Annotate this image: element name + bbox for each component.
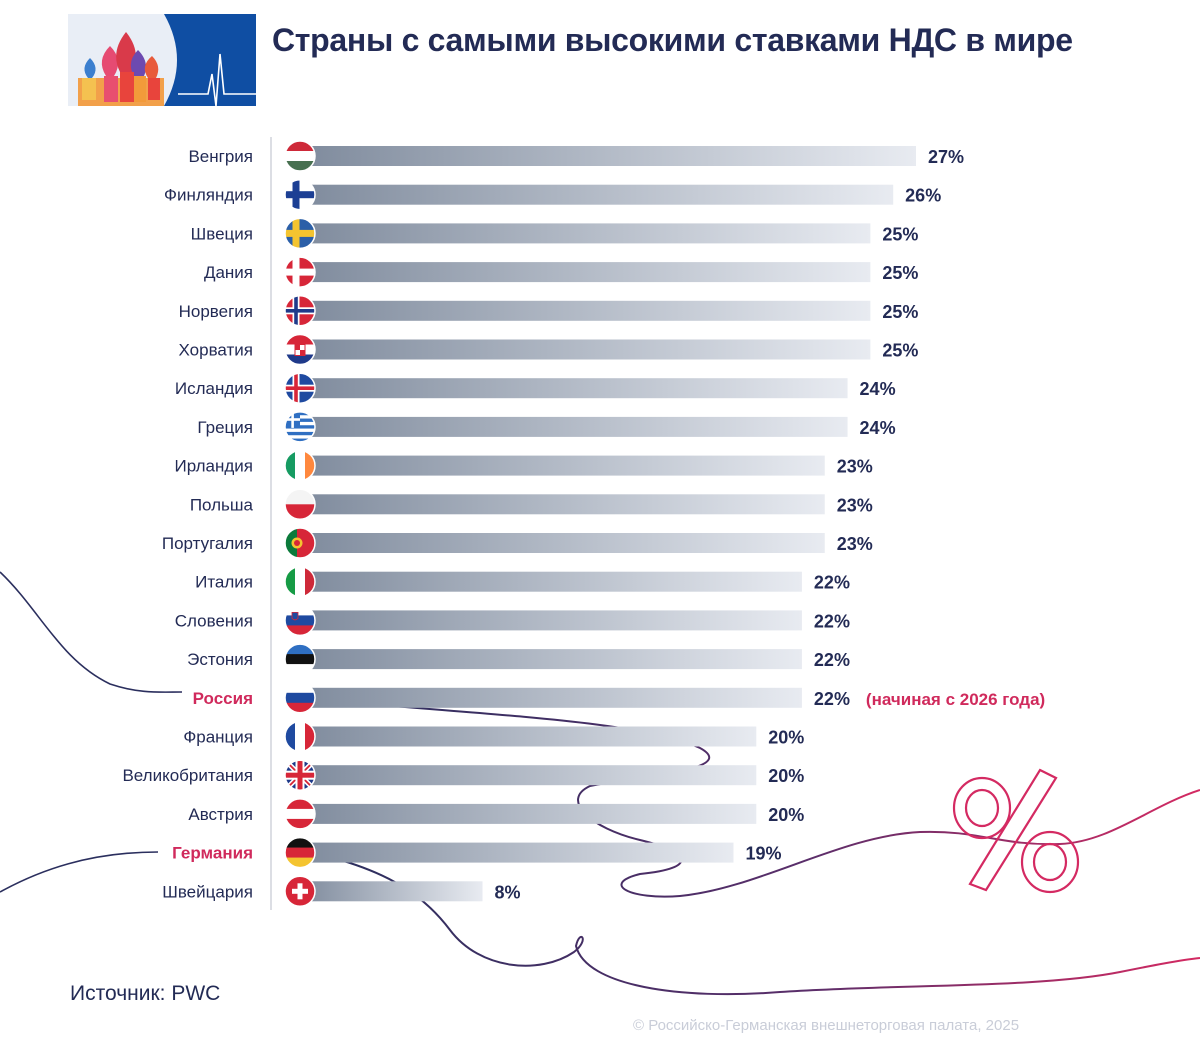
switzerland-flag-icon <box>285 876 315 907</box>
bar <box>300 300 871 321</box>
finland-flag-icon <box>285 179 315 210</box>
category-label: Россия <box>193 689 253 708</box>
annotation-label: (начиная с 2026 года) <box>866 690 1045 709</box>
bar <box>300 184 894 205</box>
hungary-flag-icon <box>285 141 315 171</box>
value-label: 24% <box>860 418 896 438</box>
value-label: 23% <box>837 495 873 515</box>
category-label: Норвегия <box>179 302 253 321</box>
bar <box>300 455 825 476</box>
austria-flag-icon <box>285 798 315 829</box>
bar <box>300 378 848 399</box>
bar <box>300 765 757 786</box>
category-label: Франция <box>183 728 253 747</box>
croatia-flag-icon <box>285 334 315 365</box>
value-label: 25% <box>882 263 918 283</box>
page-title: Страны с самыми высокими ставками НДС в … <box>272 22 1073 58</box>
category-label: Италия <box>195 573 253 592</box>
category-label: Швейцария <box>162 882 253 901</box>
value-label: 23% <box>837 534 873 554</box>
slovenia-flag-icon <box>285 605 315 636</box>
value-label: 22% <box>814 689 850 709</box>
bar <box>300 339 871 360</box>
category-label: Австрия <box>188 805 253 824</box>
category-label: Великобритания <box>122 766 253 785</box>
denmark-flag-icon <box>285 257 315 288</box>
sweden-flag-icon <box>285 218 315 249</box>
copyright-note: © Российско-Германская внешнеторговая па… <box>633 1017 1020 1034</box>
category-label: Венгрия <box>188 147 253 166</box>
france-flag-icon <box>285 721 315 752</box>
value-label: 24% <box>860 379 896 399</box>
category-label: Греция <box>197 418 253 437</box>
bar <box>300 223 871 244</box>
bar <box>300 726 757 747</box>
bar <box>300 610 802 631</box>
russia-flag-icon <box>285 682 315 713</box>
italy-flag-icon <box>285 566 315 597</box>
category-label: Дания <box>204 263 253 282</box>
category-label: Словения <box>175 611 253 630</box>
germany-flag-icon <box>285 837 315 868</box>
bar <box>300 571 802 592</box>
value-label: 22% <box>814 650 850 670</box>
category-label: Эстония <box>187 650 253 669</box>
value-label: 22% <box>814 611 850 631</box>
bar <box>300 842 734 863</box>
value-label: 25% <box>882 302 918 322</box>
norway-flag-icon <box>285 295 315 326</box>
value-label: 23% <box>837 457 873 477</box>
value-label: 20% <box>768 728 804 748</box>
value-label: 25% <box>882 341 918 361</box>
value-label: 22% <box>814 573 850 593</box>
ireland-flag-icon <box>285 450 315 481</box>
value-label: 19% <box>745 844 781 864</box>
category-label: Финляндия <box>164 186 253 205</box>
category-label: Португалия <box>162 534 253 553</box>
value-label: 8% <box>495 882 521 902</box>
value-label: 20% <box>768 766 804 786</box>
source-note: Источник: PWC <box>70 982 221 1005</box>
iceland-flag-icon <box>285 373 315 404</box>
category-label: Хорватия <box>179 341 253 360</box>
value-label: 20% <box>768 805 804 825</box>
category-label: Польша <box>190 495 254 514</box>
greece-flag-icon <box>285 411 315 442</box>
value-label: 26% <box>905 186 941 206</box>
poland-flag-icon <box>285 489 315 520</box>
bar <box>300 649 802 670</box>
value-label: 27% <box>928 147 964 167</box>
category-label: Ирландия <box>175 457 253 476</box>
bar <box>300 416 848 437</box>
value-label: 25% <box>882 224 918 244</box>
category-label: Швеция <box>191 224 253 243</box>
bar <box>300 533 825 553</box>
portugal-flag-icon <box>285 528 315 558</box>
category-label: Исландия <box>175 379 253 398</box>
chamber-logo <box>68 14 256 106</box>
category-label: Германия <box>172 844 253 863</box>
bar <box>300 803 757 824</box>
bar <box>300 262 871 283</box>
bar <box>300 494 825 515</box>
uk-flag-icon <box>285 760 315 791</box>
estonia-flag-icon <box>285 644 315 675</box>
bar <box>300 146 916 166</box>
bar <box>300 687 802 708</box>
bar <box>300 881 483 902</box>
